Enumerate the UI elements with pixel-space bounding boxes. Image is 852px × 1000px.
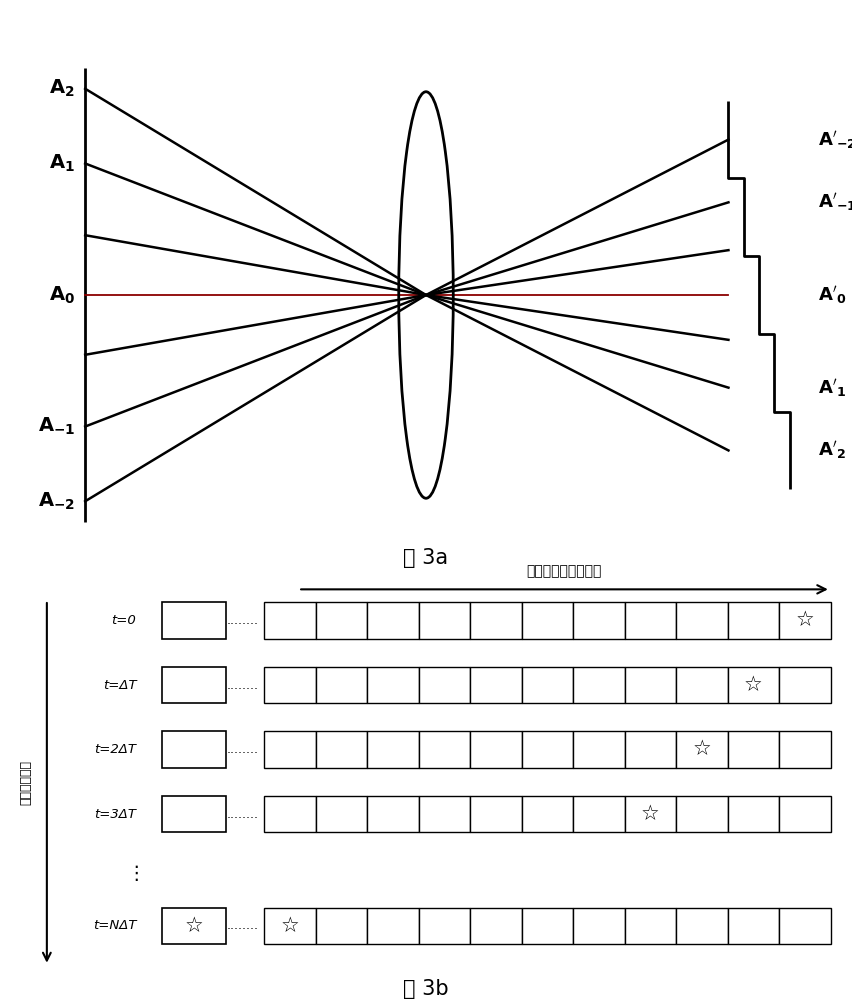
Bar — [367, 667, 418, 703]
Bar — [573, 602, 625, 639]
Text: $\mathbf{A'_0}$: $\mathbf{A'_0}$ — [818, 284, 846, 306]
Bar — [162, 667, 226, 703]
Bar — [367, 602, 418, 639]
Text: 图 3a: 图 3a — [404, 548, 448, 568]
Bar — [521, 796, 573, 832]
Bar — [264, 908, 315, 944]
Bar — [676, 908, 728, 944]
Bar — [521, 731, 573, 768]
Bar — [367, 796, 418, 832]
Text: t=3ΔT: t=3ΔT — [95, 808, 136, 821]
Text: ☆: ☆ — [280, 916, 299, 936]
Bar — [470, 796, 521, 832]
Text: ........: ........ — [227, 808, 259, 821]
Bar — [780, 908, 831, 944]
Text: ........: ........ — [227, 679, 259, 692]
Bar — [418, 731, 470, 768]
Bar — [573, 731, 625, 768]
Bar — [470, 667, 521, 703]
Text: $\mathbf{A_1}$: $\mathbf{A_1}$ — [49, 153, 75, 174]
Text: ☆: ☆ — [796, 611, 815, 631]
Bar — [162, 796, 226, 832]
Bar — [728, 602, 780, 639]
Bar — [418, 602, 470, 639]
Bar — [162, 908, 226, 944]
Text: ☆: ☆ — [693, 740, 711, 760]
Text: $\mathbf{A'_2}$: $\mathbf{A'_2}$ — [818, 439, 846, 461]
Bar — [367, 731, 418, 768]
Bar — [676, 602, 728, 639]
Text: ☆: ☆ — [184, 916, 204, 936]
Text: ........: ........ — [227, 743, 259, 756]
Bar — [264, 667, 315, 703]
Bar — [728, 667, 780, 703]
Bar — [625, 796, 676, 832]
Text: 图 3b: 图 3b — [403, 979, 449, 999]
Bar — [315, 796, 367, 832]
Bar — [780, 796, 831, 832]
Bar — [418, 796, 470, 832]
Bar — [625, 602, 676, 639]
Text: 回扫时间间隔: 回扫时间间隔 — [19, 760, 32, 805]
Text: $\mathbf{A'_{-2}}$: $\mathbf{A'_{-2}}$ — [818, 129, 852, 151]
Bar — [470, 602, 521, 639]
Bar — [264, 796, 315, 832]
Text: $\mathbf{A_2}$: $\mathbf{A_2}$ — [49, 78, 75, 99]
Text: t=NΔT: t=NΔT — [93, 919, 136, 932]
Bar — [315, 667, 367, 703]
Bar — [470, 731, 521, 768]
Bar — [573, 908, 625, 944]
Text: $\mathbf{A'_1}$: $\mathbf{A'_1}$ — [818, 377, 846, 399]
Bar — [521, 667, 573, 703]
Text: ☆: ☆ — [744, 675, 763, 695]
Bar — [162, 731, 226, 768]
Bar — [521, 602, 573, 639]
Text: 成像光谱仪运动方向: 成像光谱仪运动方向 — [527, 565, 602, 579]
Text: ........: ........ — [227, 614, 259, 627]
Text: t=0: t=0 — [112, 614, 136, 627]
Bar — [315, 731, 367, 768]
Text: t=ΔT: t=ΔT — [103, 679, 136, 692]
Bar — [676, 731, 728, 768]
Bar — [315, 602, 367, 639]
Bar — [264, 731, 315, 768]
Bar — [728, 796, 780, 832]
Bar — [780, 667, 831, 703]
Bar — [573, 667, 625, 703]
Bar — [625, 731, 676, 768]
Bar — [367, 908, 418, 944]
Bar — [162, 602, 226, 639]
Bar — [625, 667, 676, 703]
Bar — [625, 908, 676, 944]
Bar — [728, 908, 780, 944]
Text: $\mathbf{A'_{-1}}$: $\mathbf{A'_{-1}}$ — [818, 191, 852, 213]
Text: $\mathbf{A_{-1}}$: $\mathbf{A_{-1}}$ — [37, 416, 75, 437]
Bar — [521, 908, 573, 944]
Text: t=2ΔT: t=2ΔT — [95, 743, 136, 756]
Bar — [418, 908, 470, 944]
Bar — [470, 908, 521, 944]
Bar — [780, 731, 831, 768]
Text: ⋮: ⋮ — [127, 864, 146, 883]
Bar — [264, 602, 315, 639]
Bar — [573, 796, 625, 832]
Bar — [315, 908, 367, 944]
Bar — [780, 602, 831, 639]
Bar — [676, 667, 728, 703]
Text: $\mathbf{A_{-2}}$: $\mathbf{A_{-2}}$ — [37, 491, 75, 512]
Text: ........: ........ — [227, 919, 259, 932]
Bar — [676, 796, 728, 832]
Text: ☆: ☆ — [641, 804, 659, 824]
Bar — [728, 731, 780, 768]
Bar — [418, 667, 470, 703]
Text: $\mathbf{A_0}$: $\mathbf{A_0}$ — [49, 284, 75, 306]
